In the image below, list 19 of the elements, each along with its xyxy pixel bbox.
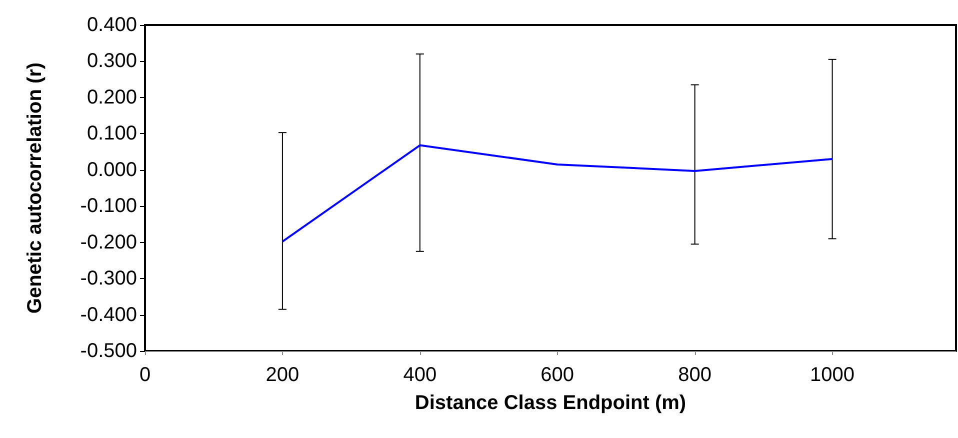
y-tick-label: 0.200 (86, 86, 137, 108)
x-tick-label: 400 (403, 364, 437, 386)
y-tick-label: -0.400 (80, 304, 137, 326)
y-tick-label: -0.200 (80, 231, 137, 254)
y-tick-label: -0.100 (80, 195, 137, 218)
y-tick-label: 0.400 (86, 14, 137, 36)
x-tick-label: 1000 (810, 364, 855, 386)
y-tick-label: 0.100 (86, 122, 137, 145)
line-series (281, 144, 834, 243)
y-tick-label: -0.500 (80, 340, 137, 362)
y-axis-title: Genetic autocorrelation (r) (24, 62, 46, 314)
y-tick-label: 0.300 (86, 50, 137, 72)
y-tick-label: 0.000 (86, 158, 137, 181)
x-tick-label: 200 (266, 364, 300, 386)
y-tick-label: -0.300 (80, 268, 137, 290)
x-tick-label: 600 (540, 364, 574, 386)
x-axis-title: Distance Class Endpoint (m) (414, 392, 686, 414)
x-tick-label: 800 (678, 364, 712, 386)
x-tick-label: 0 (139, 364, 151, 386)
